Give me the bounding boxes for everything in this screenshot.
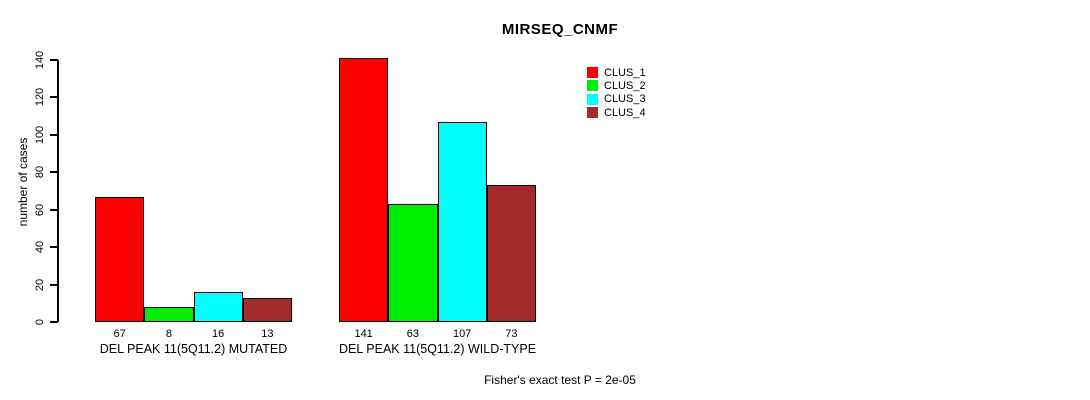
legend-label: CLUS_3 xyxy=(604,93,646,106)
bar-value-label: 107 xyxy=(452,328,472,340)
y-tick-mark xyxy=(50,208,58,211)
y-tick-mark xyxy=(50,96,58,99)
y-tick-mark xyxy=(50,133,58,136)
y-tick-label: 140 xyxy=(34,50,46,70)
legend-swatch-icon xyxy=(587,93,598,105)
legend-swatch-icon xyxy=(587,80,598,92)
y-tick-mark xyxy=(50,246,58,249)
legend-swatch-icon xyxy=(587,107,598,119)
bar-clus_3-group1 xyxy=(193,292,243,322)
y-axis-line xyxy=(57,60,59,322)
bar-value-label: 141 xyxy=(354,328,373,340)
bar-value-label: 63 xyxy=(406,328,419,340)
y-tick-label: 80 xyxy=(34,166,46,179)
legend-item: CLUS_2 xyxy=(587,79,646,92)
bar-clus_2-group1 xyxy=(144,307,194,322)
group-label: DEL PEAK 11(5Q11.2) WILD-TYPE xyxy=(338,342,537,356)
legend: CLUS_1 CLUS_2 CLUS_3 CLUS_4 xyxy=(587,66,646,119)
bar-clus_2-group2 xyxy=(388,204,438,322)
bar-value-label: 8 xyxy=(165,328,172,340)
legend-item: CLUS_4 xyxy=(587,106,646,119)
fisher-test-annotation: Fisher's exact test P = 2e-05 xyxy=(484,373,636,387)
legend-label: CLUS_2 xyxy=(604,79,646,92)
bar-value-label: 16 xyxy=(212,328,225,340)
y-tick-mark xyxy=(50,59,58,61)
bar-value-label: 67 xyxy=(113,328,126,340)
legend-item: CLUS_3 xyxy=(587,93,646,106)
bar-clus_3-group2 xyxy=(437,121,487,322)
y-tick-mark xyxy=(50,171,58,174)
bar-value-label: 73 xyxy=(505,328,518,340)
y-tick-mark xyxy=(50,321,58,323)
legend-label: CLUS_1 xyxy=(604,66,646,79)
bar-value-label: 13 xyxy=(261,328,274,340)
bar-clus_1-group2 xyxy=(339,58,389,322)
chart-title: MIRSEQ_CNMF xyxy=(501,21,619,38)
legend-item: CLUS_1 xyxy=(587,66,646,79)
y-tick-label: 100 xyxy=(34,125,46,145)
bar-clus_1-group1 xyxy=(95,196,145,322)
bar-clus_4-group2 xyxy=(486,185,536,322)
y-tick-label: 120 xyxy=(34,88,46,107)
y-tick-label: 0 xyxy=(34,318,46,326)
legend-label: CLUS_4 xyxy=(604,106,646,119)
y-tick-label: 40 xyxy=(34,241,46,254)
y-tick-mark xyxy=(50,283,58,286)
y-tick-label: 20 xyxy=(34,278,46,291)
legend-swatch-icon xyxy=(587,67,598,79)
bar-clus_4-group1 xyxy=(242,297,292,322)
y-tick-label: 60 xyxy=(34,203,46,216)
y-axis-label: number of cases xyxy=(16,137,30,227)
group-label: DEL PEAK 11(5Q11.2) MUTATED xyxy=(99,342,288,356)
